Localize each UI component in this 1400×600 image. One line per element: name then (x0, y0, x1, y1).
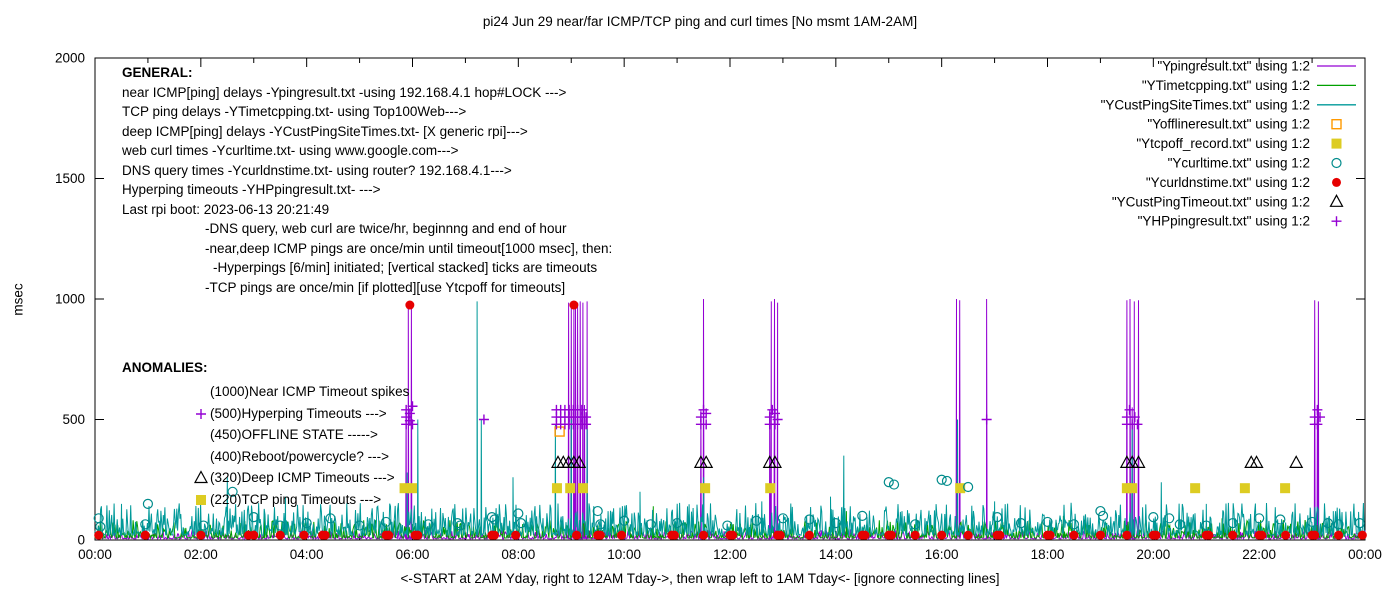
y-tick-label: 1000 (55, 292, 85, 307)
general-line: deep ICMP[ping] delays -YCustPingSiteTim… (122, 123, 528, 139)
x-tick-label: 18:00 (1031, 547, 1065, 562)
anomaly-text: (500)Hyperping Timeouts ---> (210, 405, 387, 421)
y-tick-label: 2000 (55, 51, 85, 66)
x-tick-label: 00:00 (78, 547, 112, 562)
y-tick-label: 0 (77, 533, 85, 548)
general-line: Last rpi boot: 2023-06-13 20:21:49 (122, 201, 330, 217)
general-line: -TCP pings are once/min [if plotted][use… (205, 279, 566, 295)
legend-label-yoffline: "Yofflineresult.txt" using 1:2 (1147, 117, 1310, 132)
general-line: -near,deep ICMP pings are once/min until… (205, 240, 613, 256)
plus-icon (193, 406, 210, 421)
y-axis-label: msec (10, 283, 26, 316)
chart-title: pi24 Jun 29 near/far ICMP/TCP ping and c… (482, 14, 918, 29)
axes (94, 57, 1366, 541)
legend-label-ycustto: "YCustPingTimeout.txt" using 1:2 (1112, 194, 1310, 209)
legend-sample-yhp (1331, 216, 1342, 227)
x-tick-label: 22:00 (1242, 547, 1276, 562)
general-line: TCP ping delays -YTimetcpping.txt- using… (122, 104, 467, 119)
x-tick-label: 04:00 (290, 547, 324, 562)
legend-sample-ycustto (1329, 194, 1344, 207)
general-heading: GENERAL: (122, 65, 193, 80)
x-tick-label: 10:00 (607, 547, 641, 562)
x-tick-label: 12:00 (713, 547, 747, 562)
general-line: -DNS query, web curl are twice/hr, begin… (205, 221, 567, 236)
legend-sample-ycurldns (1332, 177, 1341, 187)
square-filled-icon (193, 492, 210, 507)
anomalies-heading: ANOMALIES: (122, 360, 208, 375)
anomalies-annotation-block: ANOMALIES: (1000)Near ICMP Timeout spike… (122, 360, 409, 510)
anomaly-line: (1000)Near ICMP Timeout spikes (193, 381, 409, 403)
anomaly-line: (320)Deep ICMP Timeouts ---> (193, 467, 409, 489)
legend-label-yhp: "YHPpingresult.txt" using 1:2 (1138, 214, 1310, 229)
y-tick-label: 1500 (55, 171, 85, 186)
legend-label-ytcpoff: "Ytcpoff_record.txt" using 1:2 (1136, 136, 1310, 151)
series-ycustto (551, 455, 1304, 468)
anomaly-text: (450)OFFLINE STATE -----> (210, 427, 378, 443)
marker-spacer (193, 427, 210, 442)
x-tick-label: 00:00 (1348, 547, 1382, 562)
general-line: web curl times -Ycurltime.txt- using www… (122, 143, 459, 158)
legend-sample-yoffline (1331, 118, 1342, 130)
anomaly-line: (220)TCP ping Timeouts ---> (193, 489, 409, 511)
general-line: near ICMP[ping] delays -Ypingresult.txt … (122, 84, 567, 100)
general-line: -Hyperpings [6/min] initiated; [vertical… (213, 260, 598, 275)
anomaly-line: (500)Hyperping Timeouts ---> (193, 403, 409, 425)
legend: "Ypingresult.txt" using 1:2 "YTimetcpping… (1101, 59, 1356, 229)
general-line: DNS query times -Ycurldnstime.txt- using… (122, 162, 512, 178)
x-tick-label: 16:00 (925, 547, 959, 562)
marker-spacer (193, 449, 210, 464)
general-annotation-block: GENERAL: near ICMP[ping] delays -Ypingre… (122, 63, 612, 297)
anomaly-text: (1000)Near ICMP Timeout spikes (210, 384, 410, 400)
anomaly-line: (400)Reboot/powercycle? ---> (193, 446, 409, 468)
legend-label-ycurldns: "Ycurldnstime.txt" using 1:2 (1146, 175, 1310, 190)
anomaly-line: (450)OFFLINE STATE -----> (193, 424, 409, 446)
x-tick-label: 14:00 (819, 547, 853, 562)
x-tick-label: 06:00 (396, 547, 430, 562)
anomaly-text: (320)Deep ICMP Timeouts ---> (210, 470, 395, 486)
legend-label-yping: "Ypingresult.txt" using 1:2 (1157, 59, 1310, 74)
marker-spacer (193, 384, 210, 399)
triangle-open-icon (193, 470, 210, 485)
tick-labels: 0 500 1000 1500 2000 00:00 02:00 04:00 06:00 08:0… (55, 51, 1382, 563)
legend-sample-ytcpoff (1331, 138, 1342, 149)
x-tick-label: 20:00 (1136, 547, 1170, 562)
series-ycurl (93, 474, 1365, 532)
series-ytcpoff (399, 483, 1291, 494)
legend-sample-ycurl (1331, 157, 1342, 169)
x-axis-label: <-START at 2AM Yday, right to 12AM Tday-… (400, 571, 1000, 586)
legend-label-ytimetcp: "YTimetcpping.txt" using 1:2 (1142, 78, 1310, 93)
anomaly-text: (400)Reboot/powercycle? ---> (210, 448, 389, 464)
series-yoffline (554, 426, 565, 437)
series-yhp (401, 401, 1326, 430)
series-ycurldns (94, 300, 1367, 540)
anomaly-text: (220)TCP ping Timeouts ---> (210, 491, 382, 507)
legend-label-ycustsite: "YCustPingSiteTimes.txt" using 1:2 (1101, 97, 1310, 112)
x-tick-label: 08:00 (501, 547, 535, 562)
y-tick-label: 500 (62, 412, 85, 427)
legend-label-ycurl: "Ycurltime.txt" using 1:2 (1168, 156, 1310, 171)
general-line: Hyperping timeouts -YHPpingresult.txt- -… (122, 182, 381, 197)
x-tick-label: 02:00 (184, 547, 218, 562)
